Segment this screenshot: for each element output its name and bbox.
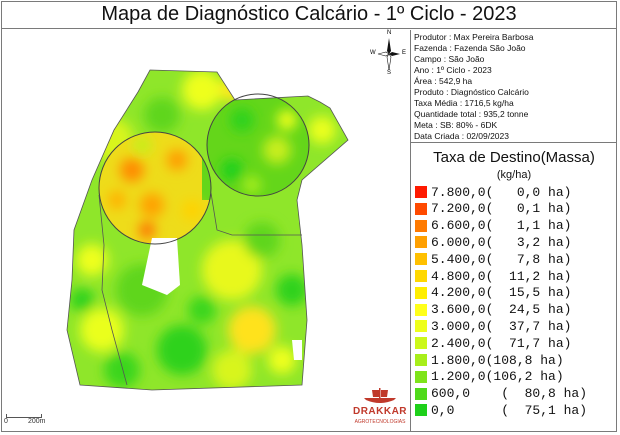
scale-start-label: 0 bbox=[4, 418, 8, 425]
legend-label: 1.800,0(108,8 ha) bbox=[431, 352, 564, 368]
north-label: N bbox=[387, 30, 392, 36]
legend-swatch bbox=[415, 320, 427, 333]
info-area: Área : 542,9 ha bbox=[414, 76, 473, 86]
legend-entry: 600,0 ( 80,8 ha) bbox=[415, 386, 588, 402]
legend-label: 5.400,0( 7,8 ha) bbox=[431, 251, 572, 267]
east-label: E bbox=[402, 50, 407, 56]
info-average-rate: Taxa Média : 1716,5 kg/ha bbox=[414, 98, 514, 108]
info-producer: Produtor : Max Pereira Barbosa bbox=[414, 32, 534, 42]
legend-swatch bbox=[415, 404, 427, 417]
logo-subtitle: AGROTECNOLOGIAS bbox=[354, 419, 406, 425]
legend-panel: Taxa de Destino(Massa) (kg/ha) 7.800,0( … bbox=[410, 143, 616, 431]
legend-title: Taxa de Destino(Massa) bbox=[433, 149, 595, 166]
legend-entry: 4.200,0( 15,5 ha) bbox=[415, 285, 572, 301]
south-label: S bbox=[387, 70, 392, 76]
info-product: Produto : Diagnóstico Calcário bbox=[414, 87, 529, 97]
legend-swatch bbox=[415, 202, 427, 215]
legend-entry: 1.200,0(106,2 ha) bbox=[415, 369, 564, 385]
info-farm: Fazenda : Fazenda São João bbox=[414, 43, 526, 53]
legend-entry: 5.400,0( 7,8 ha) bbox=[415, 251, 572, 267]
info-year: Ano : 1º Ciclo - 2023 bbox=[414, 65, 492, 75]
legend-label: 3.000,0( 37,7 ha) bbox=[431, 318, 572, 334]
legend-entry: 7.800,0( 0,0 ha) bbox=[415, 184, 572, 200]
legend-label: 7.200,0( 0,1 ha) bbox=[431, 201, 572, 217]
legend-label: 3.600,0( 24,5 ha) bbox=[431, 302, 572, 318]
legend-swatch bbox=[415, 270, 427, 282]
legend-swatch bbox=[415, 337, 427, 350]
legend-label: 2.400,0( 71,7 ha) bbox=[431, 335, 572, 351]
logo-name: DRAKKAR bbox=[352, 406, 408, 417]
map-title: Mapa de Diagnóstico Calcário - 1º Ciclo … bbox=[101, 3, 517, 25]
legend-entry: 4.800,0( 11,2 ha) bbox=[415, 268, 572, 284]
legend-label: 1.200,0(106,2 ha) bbox=[431, 369, 564, 385]
compass-rose-icon bbox=[377, 38, 400, 71]
company-logo: DRAKKAR AGROTECNOLOGIAS bbox=[352, 386, 408, 430]
legend-label: 0,0 ( 75,1 ha) bbox=[431, 402, 588, 418]
scale-end-label: 200m bbox=[28, 418, 46, 425]
legend-entry: 7.200,0( 0,1 ha) bbox=[415, 201, 572, 217]
legend-entry: 1.800,0(108,8 ha) bbox=[415, 352, 564, 368]
map-area bbox=[2, 30, 408, 430]
legend-label: 6.600,0( 1,1 ha) bbox=[431, 218, 572, 234]
west-label: W bbox=[370, 50, 376, 56]
legend-swatch bbox=[415, 253, 427, 266]
legend-label: 4.200,0( 15,5 ha) bbox=[431, 285, 572, 301]
legend-entry: 3.000,0( 37,7 ha) bbox=[415, 318, 572, 334]
info-goal: Meta : SB: 80% - 6DK bbox=[414, 120, 498, 130]
legend-swatch bbox=[415, 286, 427, 299]
legend-label: 600,0 ( 80,8 ha) bbox=[431, 386, 588, 402]
legend-swatch bbox=[415, 354, 427, 366]
legend-entry: 6.000,0( 3,2 ha) bbox=[415, 234, 572, 250]
info-total-quantity: Quantidade total : 935,2 tonne bbox=[414, 109, 529, 119]
legend-entry: 6.600,0( 1,1 ha) bbox=[415, 218, 572, 234]
info-field: Campo : São João bbox=[414, 54, 485, 64]
legend-label: 4.800,0( 11,2 ha) bbox=[431, 268, 572, 284]
field-rate-surface bbox=[67, 70, 348, 390]
pivot-circle-2 bbox=[206, 93, 310, 197]
title-bar: Mapa de Diagnóstico Calcário - 1º Ciclo … bbox=[1, 1, 617, 29]
legend-swatch bbox=[415, 219, 427, 232]
legend-entry: 3.600,0( 24,5 ha) bbox=[415, 302, 572, 318]
legend-swatch bbox=[415, 303, 427, 316]
legend-entry: 0,0 ( 75,1 ha) bbox=[415, 402, 588, 418]
legend-label: 6.000,0( 3,2 ha) bbox=[431, 234, 572, 250]
field-map bbox=[66, 69, 349, 391]
legend-label: 7.800,0( 0,0 ha) bbox=[431, 184, 572, 200]
pivot-circle-1 bbox=[98, 131, 212, 245]
legend-unit: (kg/ha) bbox=[496, 169, 532, 181]
legend-swatch bbox=[415, 387, 427, 400]
info-date-created: Data Criada : 02/09/2023 bbox=[414, 131, 509, 141]
scale-line bbox=[6, 414, 42, 418]
legend-swatch bbox=[415, 186, 427, 198]
drakkar-ship-icon bbox=[364, 388, 396, 403]
legend-swatch bbox=[415, 236, 427, 249]
north-arrow: N S W E bbox=[370, 30, 406, 76]
legend-swatch bbox=[415, 370, 427, 383]
legend-entry: 2.400,0( 71,7 ha) bbox=[415, 335, 572, 351]
field-info-panel: Produtor : Max Pereira Barbosa Fazenda :… bbox=[410, 30, 616, 143]
